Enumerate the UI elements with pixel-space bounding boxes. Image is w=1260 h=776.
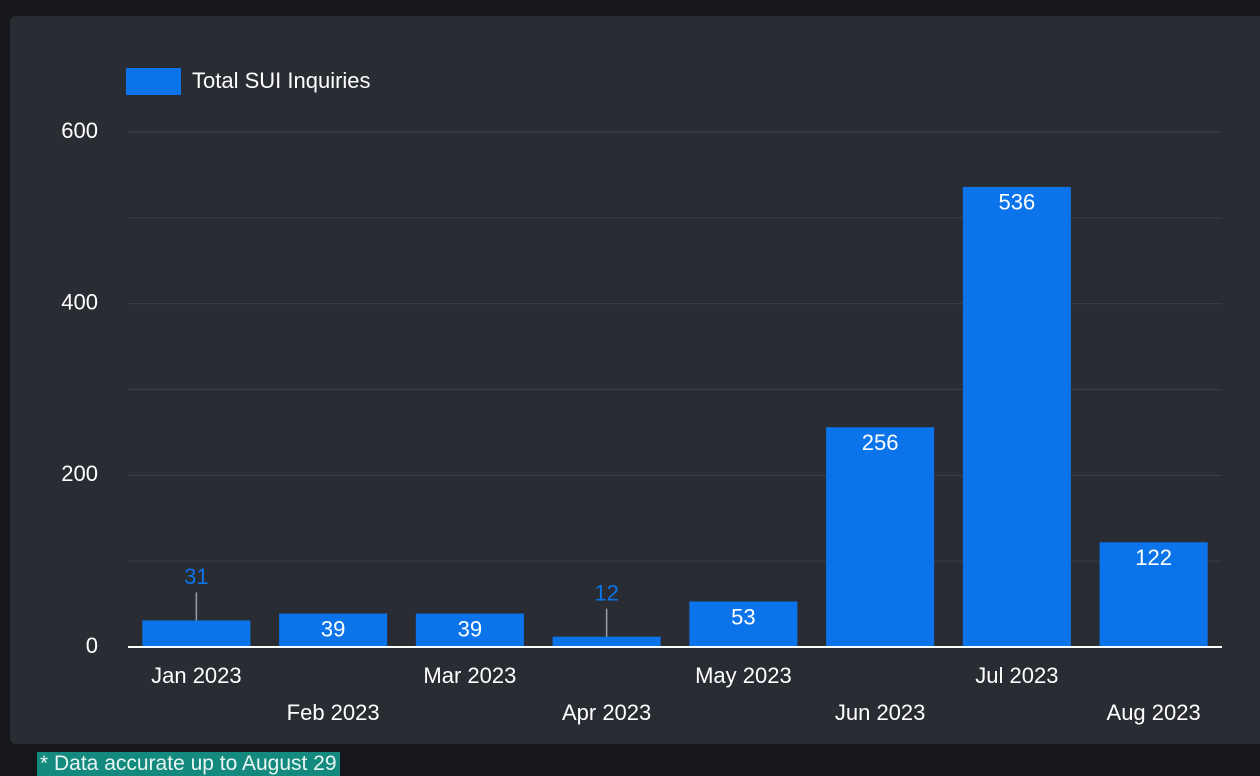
bar bbox=[279, 613, 388, 647]
legend-swatch bbox=[126, 68, 181, 95]
x-tick-label: Feb 2023 bbox=[287, 700, 380, 725]
bar bbox=[689, 601, 798, 647]
x-tick-label: Mar 2023 bbox=[423, 663, 516, 688]
value-label: 12 bbox=[594, 581, 618, 606]
x-tick-label: May 2023 bbox=[695, 663, 792, 688]
value-label: 53 bbox=[731, 604, 755, 629]
x-tick-label: Jul 2023 bbox=[975, 663, 1058, 688]
x-tick-label: Aug 2023 bbox=[1107, 700, 1201, 725]
footnote: * Data accurate up to August 29 bbox=[37, 752, 340, 776]
y-tick-label: 600 bbox=[61, 118, 98, 143]
x-tick-label: Apr 2023 bbox=[562, 700, 651, 725]
bar bbox=[826, 427, 935, 647]
value-label: 536 bbox=[999, 190, 1036, 215]
value-label: 39 bbox=[321, 616, 345, 641]
legend-label: Total SUI Inquiries bbox=[192, 68, 371, 93]
y-tick-label: 0 bbox=[86, 633, 98, 658]
y-tick-label: 400 bbox=[61, 289, 98, 314]
x-tick-label: Jun 2023 bbox=[835, 700, 926, 725]
x-tick-label: Jan 2023 bbox=[151, 663, 242, 688]
bar bbox=[962, 186, 1071, 647]
value-label: 31 bbox=[184, 564, 208, 589]
value-label: 39 bbox=[458, 616, 482, 641]
bar bbox=[142, 620, 251, 647]
bar bbox=[552, 636, 661, 647]
value-label: 256 bbox=[862, 430, 899, 455]
y-tick-label: 200 bbox=[61, 461, 98, 486]
bar bbox=[415, 613, 524, 647]
value-label: 122 bbox=[1135, 545, 1172, 570]
bar bbox=[1099, 542, 1208, 647]
